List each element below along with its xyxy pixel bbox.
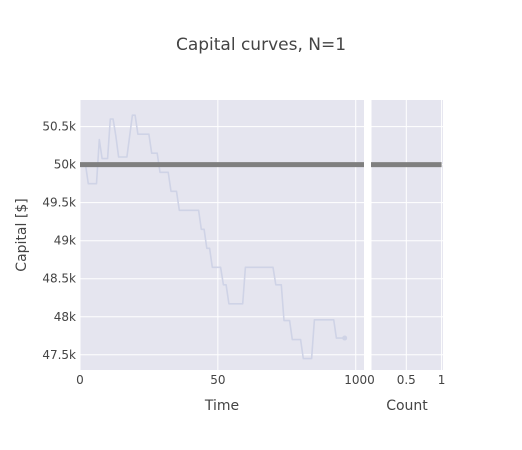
count-plot-grid [370, 100, 443, 370]
capital-curve-line [80, 114, 345, 360]
count-plot-background [371, 100, 443, 370]
count-tick-label: 1 [438, 373, 446, 387]
main-plot-marks [80, 114, 364, 360]
y-tick-label: 48k [54, 310, 76, 324]
y-tick-label: 49.5k [42, 196, 76, 210]
count-axis-label: Count [386, 398, 428, 414]
x-axis-label: Time [204, 398, 239, 414]
main-plot-background [80, 100, 364, 370]
count-tick-label: 0 [367, 373, 375, 387]
capital-curve-end-marker [342, 335, 348, 341]
y-tick-label: 47.5k [42, 348, 76, 362]
x-tick-label: 0 [76, 373, 84, 387]
count-bar [371, 162, 442, 168]
y-tick-label: 48.5k [42, 272, 76, 286]
y-tick-label: 49k [54, 234, 76, 248]
x-tick-label: 50 [210, 373, 225, 387]
count-tick-label: 0.5 [397, 373, 416, 387]
chart-title: Capital curves, N=1 [176, 35, 346, 55]
y-axis-label: Capital [$] [14, 198, 30, 271]
y-tick-label: 50k [54, 158, 76, 172]
x-tick-label: 100 [344, 373, 367, 387]
count-plot-marks [371, 162, 442, 168]
y-tick-label: 50.5k [42, 120, 76, 134]
